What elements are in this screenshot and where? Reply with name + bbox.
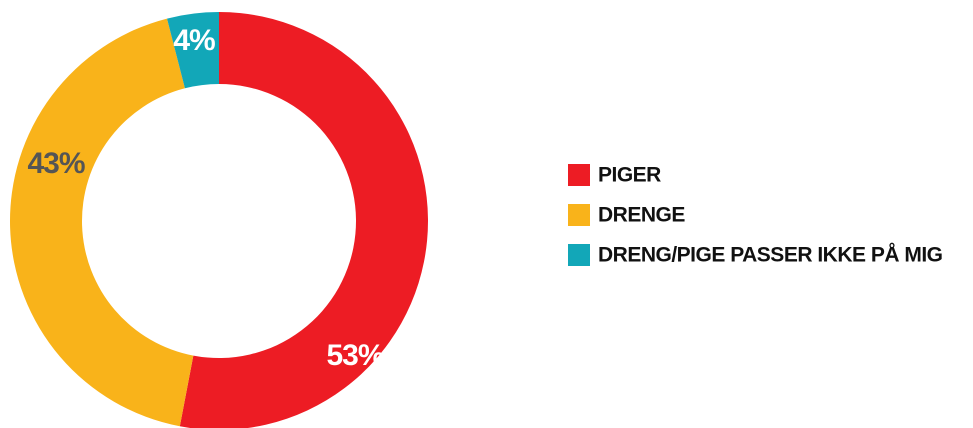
legend-swatch: [568, 164, 590, 186]
legend-swatch: [568, 244, 590, 266]
legend-swatch: [568, 204, 590, 226]
pie-slice: [167, 12, 219, 89]
legend-label: DRENGE: [598, 204, 685, 227]
legend-label: PIGER: [598, 164, 661, 187]
pie-slice: [10, 18, 194, 427]
legend-label: DRENG/PIGE PASSER IKKE PÅ MIG: [598, 243, 943, 267]
pie-slice: [179, 12, 428, 428]
value-label: 43%: [27, 147, 84, 180]
value-label: 4%: [173, 24, 215, 57]
value-label: 53%: [326, 339, 383, 372]
